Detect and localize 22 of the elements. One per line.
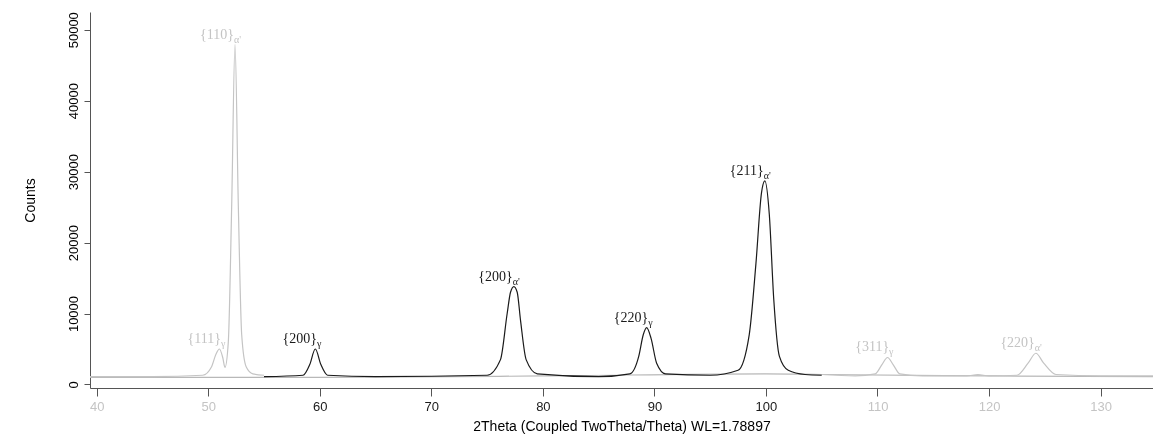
x-tick-label: 60 [313,398,328,414]
x-tick-label: 120 [978,398,1001,414]
annotation: {211}$_{α'}$ [729,162,772,181]
annotation: {200}$_{α'}$ [478,268,521,287]
x-tick-label: 80 [536,398,551,414]
y-tick-label: 50000 [65,12,81,49]
x-tick-label: 100 [755,398,778,414]
x-tick-label: 110 [867,398,889,414]
x-tick-label: 70 [424,398,440,414]
annotation: {200}$_{γ}$ [282,330,322,349]
x-tick-label: 130 [1090,398,1112,414]
x-axis-title: 2Theta (Coupled TwoTheta/Theta) WL=1.78897 [473,417,771,434]
y-tick-label: 10000 [65,295,81,333]
y-tick-label: 40000 [65,83,81,120]
y-tick-label: 20000 [65,224,81,262]
x-tick-label: 50 [201,398,216,414]
x-tick-label: 90 [647,398,663,414]
x-tick-label: 40 [89,398,105,414]
y-tick-label: 30000 [65,154,81,191]
y-axis-title: Counts [21,178,38,223]
annotation: {220}$_{γ}$ [613,309,654,328]
y-tick-label: 0 [65,381,81,389]
